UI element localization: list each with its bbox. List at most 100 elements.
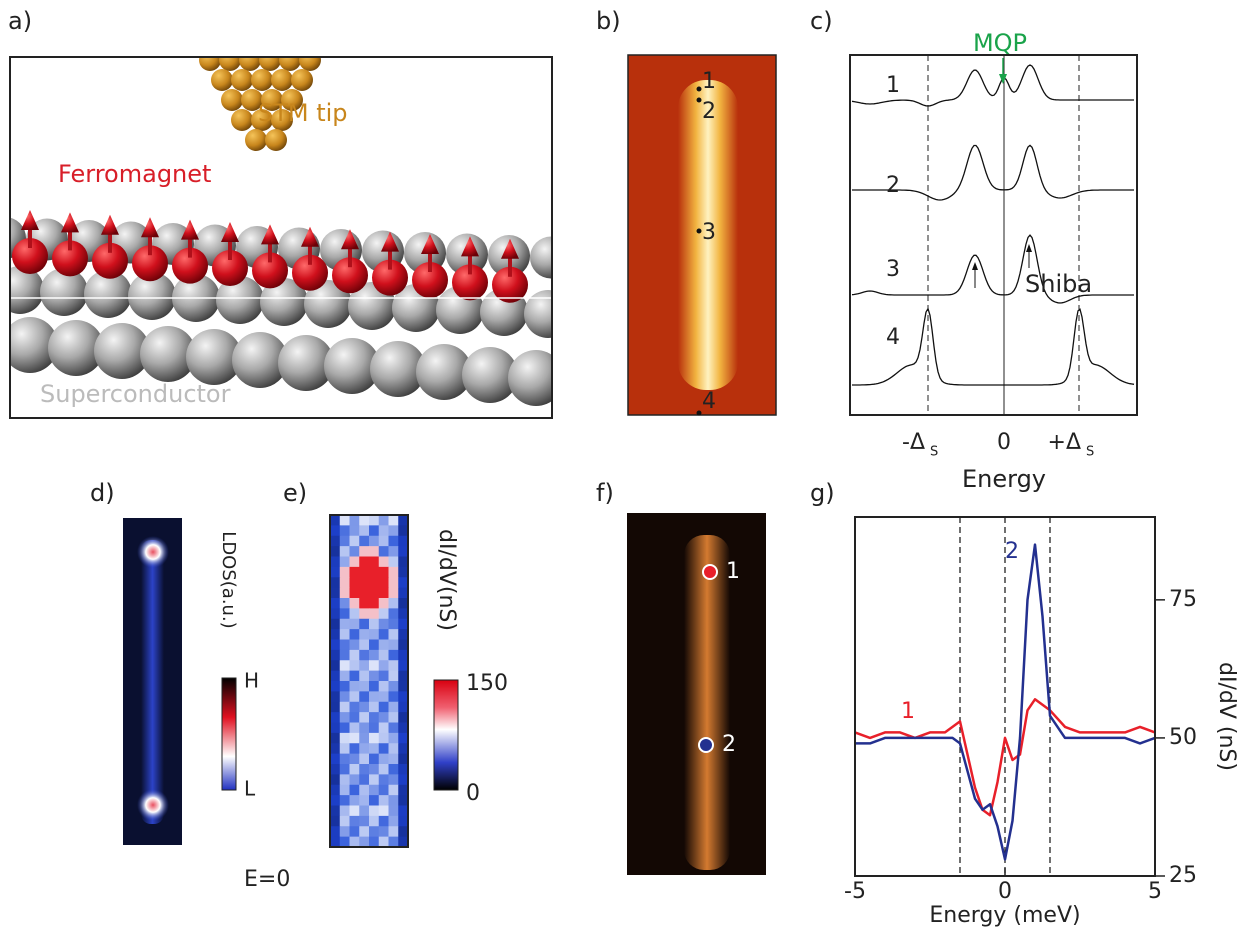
map-pixel	[359, 598, 370, 609]
map-pixel	[398, 598, 409, 609]
map-pixel	[378, 608, 389, 620]
map-pixel	[388, 629, 399, 640]
map-pixel	[339, 649, 350, 661]
map-pixel	[369, 670, 380, 682]
map-pixel	[330, 732, 341, 744]
map-pixel	[339, 815, 350, 827]
map-pixel	[349, 784, 360, 796]
map-pixel	[388, 515, 399, 526]
map-pixel	[378, 515, 389, 526]
map-pixel	[378, 764, 389, 775]
map-pixel	[378, 566, 389, 578]
map-pixel	[388, 525, 399, 537]
point	[696, 228, 702, 234]
map-pixel	[359, 774, 370, 786]
map-pixel	[339, 546, 350, 557]
map-pixel	[359, 660, 370, 672]
atom	[186, 329, 242, 385]
map-pixel	[339, 515, 350, 526]
map-pixel	[369, 566, 380, 578]
arrow-head	[1026, 244, 1032, 252]
panel-c-curves	[851, 64, 1135, 386]
map-pixel	[349, 701, 360, 713]
map-pixel	[330, 681, 341, 692]
end-state	[137, 789, 169, 821]
map-pixel	[349, 546, 360, 557]
map-pixel	[398, 587, 409, 599]
panel-g: -5 0 5 25 50 75 1 2 Energy (meV) dI/dV (nS)	[844, 516, 1239, 928]
map-pixel	[369, 826, 380, 838]
y-tick-label: 25	[1169, 863, 1197, 888]
map-pixel	[378, 598, 389, 609]
map-pixel	[369, 587, 380, 599]
chain-image	[678, 80, 738, 390]
point	[696, 86, 702, 92]
map-pixel	[378, 691, 389, 703]
map-pixel	[369, 753, 380, 765]
spin-head	[421, 234, 439, 254]
colorbar-high: H	[244, 669, 259, 693]
map-pixel	[359, 795, 370, 806]
map-pixel	[378, 556, 389, 568]
map-pixel	[349, 577, 360, 589]
map-pixel	[378, 712, 389, 723]
point-label: 2	[722, 732, 736, 757]
panel-label: a)	[8, 7, 32, 35]
subscript: S	[930, 445, 938, 460]
tip-atom	[265, 129, 287, 151]
map-pixel	[398, 556, 409, 568]
map-pixel	[398, 618, 409, 630]
map-pixel	[369, 795, 380, 806]
map-pixel	[369, 764, 380, 775]
map-pixel	[339, 670, 350, 682]
panel-a-scene	[10, 57, 552, 418]
map-pixel	[388, 764, 399, 775]
map-pixel	[378, 795, 389, 806]
colorbar	[433, 679, 459, 791]
map-pixel	[349, 639, 360, 651]
map-pixel	[349, 535, 360, 547]
map-pixel	[378, 649, 389, 661]
map-pixel	[359, 732, 370, 744]
map-pixel	[359, 826, 370, 838]
map-pixel	[369, 815, 380, 827]
map-pixel	[388, 608, 399, 620]
map-pixel	[349, 556, 360, 568]
map-pixel	[359, 546, 370, 557]
map-pixel	[398, 629, 409, 640]
panel-label: e)	[283, 479, 307, 507]
map-pixel	[359, 629, 370, 640]
map-pixel	[330, 566, 341, 578]
map-pixel	[378, 535, 389, 547]
tip-atom	[299, 57, 321, 71]
spectrum-curve	[852, 307, 1135, 386]
map-pixel	[398, 670, 409, 682]
map-pixel	[359, 566, 370, 578]
map-pixel	[369, 639, 380, 651]
spin-head	[341, 229, 359, 250]
map-pixel	[369, 774, 380, 786]
point-label: 4	[702, 389, 716, 414]
tip-atom	[271, 69, 293, 91]
panel-a-frame	[9, 56, 553, 419]
map-pixel	[330, 670, 341, 682]
map-pixel	[330, 774, 341, 786]
y-axis-label: dI/dV (nS)	[1214, 662, 1239, 771]
map-pixel	[369, 722, 380, 734]
curve-label: 2	[886, 173, 900, 198]
curve-label: 4	[886, 325, 900, 350]
map-pixel	[388, 556, 399, 568]
map-pixel	[339, 598, 350, 609]
map-pixel	[388, 535, 399, 547]
magnetic-atom	[372, 259, 408, 296]
map-pixel	[359, 587, 370, 599]
series-label: 2	[1005, 539, 1019, 564]
curve-label: 1	[886, 73, 900, 98]
map-pixel	[330, 515, 341, 526]
spin-head	[261, 224, 279, 245]
map-pixel	[388, 712, 399, 723]
map-pixel	[359, 639, 370, 651]
map-pixel	[339, 618, 350, 630]
map-pixel	[378, 701, 389, 713]
map-pixel	[349, 722, 360, 734]
